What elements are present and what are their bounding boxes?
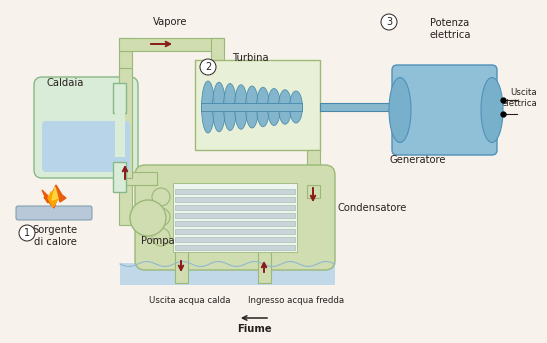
Text: 1: 1 <box>24 228 30 238</box>
Polygon shape <box>42 185 66 208</box>
Bar <box>173 183 297 252</box>
Bar <box>320 103 430 111</box>
Text: Condensatore: Condensatore <box>337 203 406 213</box>
Bar <box>113 83 126 113</box>
Bar <box>119 38 132 96</box>
Ellipse shape <box>481 78 503 142</box>
Bar <box>119 38 224 51</box>
Bar <box>175 213 295 218</box>
Text: Pompa: Pompa <box>141 236 175 246</box>
Ellipse shape <box>201 81 214 133</box>
Bar <box>201 103 302 111</box>
Text: Uscita
elettrica: Uscita elettrica <box>501 88 537 108</box>
Circle shape <box>381 14 397 30</box>
Circle shape <box>19 225 35 241</box>
Bar <box>119 155 132 225</box>
Bar <box>115 87 125 157</box>
Polygon shape <box>48 192 58 207</box>
Text: Turbina: Turbina <box>232 53 269 63</box>
Circle shape <box>130 200 166 236</box>
FancyBboxPatch shape <box>34 77 138 178</box>
Bar <box>175 245 295 250</box>
Text: 2: 2 <box>205 62 211 72</box>
Bar <box>120 263 335 285</box>
Bar <box>307 150 320 215</box>
Bar <box>119 172 157 185</box>
Text: Fiume: Fiume <box>237 324 271 334</box>
Text: Ingresso acqua fredda: Ingresso acqua fredda <box>248 296 344 305</box>
Bar <box>119 68 132 178</box>
Ellipse shape <box>267 88 281 126</box>
Ellipse shape <box>389 78 411 142</box>
Ellipse shape <box>246 86 259 128</box>
Ellipse shape <box>152 228 170 246</box>
Text: Sorgente
di calore: Sorgente di calore <box>32 225 78 247</box>
Ellipse shape <box>235 85 247 129</box>
Bar <box>175 221 295 226</box>
Polygon shape <box>52 187 58 200</box>
FancyBboxPatch shape <box>392 65 497 155</box>
Circle shape <box>200 59 216 75</box>
Bar <box>307 185 320 198</box>
Text: 3: 3 <box>386 17 392 27</box>
Ellipse shape <box>212 82 225 132</box>
FancyBboxPatch shape <box>42 121 130 172</box>
Bar <box>211 38 224 123</box>
Bar <box>113 162 126 192</box>
Bar <box>195 60 320 150</box>
Ellipse shape <box>224 83 236 130</box>
Ellipse shape <box>257 87 270 127</box>
Bar <box>175 245 188 283</box>
Text: Vapore: Vapore <box>153 17 187 27</box>
Ellipse shape <box>152 188 170 206</box>
Text: Uscita acqua calda: Uscita acqua calda <box>149 296 231 305</box>
Ellipse shape <box>289 91 302 123</box>
Bar <box>258 245 271 283</box>
Bar <box>175 205 295 210</box>
Bar <box>175 237 295 242</box>
Ellipse shape <box>278 90 292 124</box>
FancyBboxPatch shape <box>16 206 92 220</box>
FancyBboxPatch shape <box>135 165 335 270</box>
Text: Potenza
elettrica: Potenza elettrica <box>430 18 472 39</box>
Ellipse shape <box>152 208 170 226</box>
Text: Generatore: Generatore <box>390 155 446 165</box>
Text: Caldaia: Caldaia <box>46 78 84 88</box>
Bar <box>175 189 295 194</box>
Bar <box>175 197 295 202</box>
Bar <box>175 229 295 234</box>
